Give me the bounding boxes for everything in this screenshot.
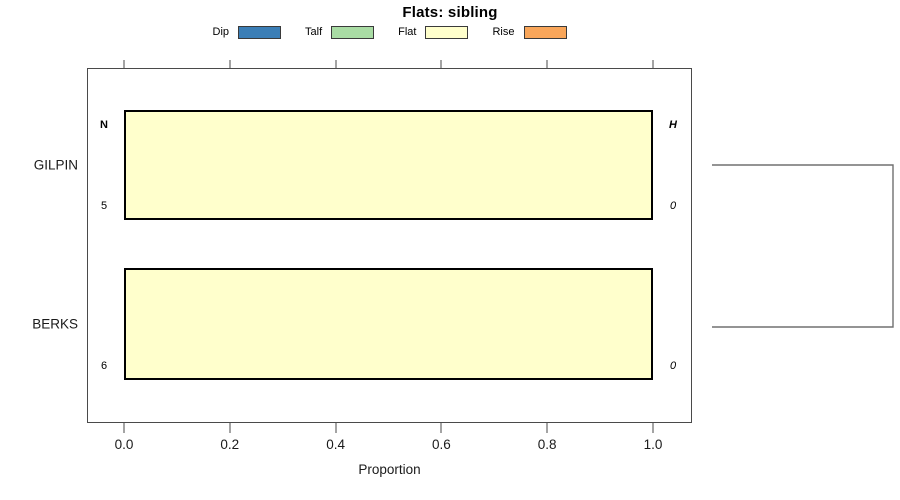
x-axis-tick-label: 0.4 [326,437,345,452]
x-axis-tick-label: 0.0 [114,437,134,452]
bar-berks [124,268,653,380]
x-axis-tick-label: 0.6 [432,437,451,452]
bar-segment-flat [126,112,651,218]
legend-label: Talf [305,26,323,38]
x-axis-tick-top [546,60,548,68]
bar-annotation-left-bottom-berks: 6 [100,360,108,372]
bar-segment-flat [126,270,651,378]
x-axis-tick-top [123,60,125,68]
bar-annotation-right-top-gilpin: H [669,119,677,131]
x-axis-title: Proportion [358,462,421,477]
x-axis-tick-top [229,60,231,68]
x-axis-tick-label: 0.8 [537,437,557,452]
x-axis-tick-bottom [123,423,125,433]
legend-label: Rise [492,26,515,38]
plot-area: N 5 H 0 6 0 [87,68,692,423]
y-axis-label-berks: BERKS [32,316,78,332]
legend-swatch-dip-icon [238,25,282,39]
bar-gilpin [124,110,653,220]
x-axis-tick-bottom [335,423,337,433]
legend-label: Dip [212,26,230,38]
y-axis-label-gilpin: GILPIN [33,157,78,173]
chart-title: Flats: sibling [402,4,498,21]
x-axis-tick-label: 0.2 [220,437,240,452]
legend-swatch-flat-icon [425,25,469,39]
chart-legend: Dip Talf Flat Rise [87,24,692,40]
x-axis-tick-bottom [440,423,442,433]
x-axis-tick-top [335,60,337,68]
legend-swatch-talf-icon [331,25,375,39]
legend-item-rise: Rise [492,25,567,39]
bar-annotation-right-bottom-berks: 0 [669,360,677,372]
legend-swatch-rise-icon [523,25,567,39]
legend-label: Flat [398,26,417,38]
x-axis-tick-top [440,60,442,68]
bar-annotation-left-top-gilpin: N [100,119,108,131]
bar-annotation-right-bottom-gilpin: 0 [669,200,677,212]
x-axis-tick-label: 1.0 [643,437,663,452]
x-axis-tick-top [652,60,654,68]
legend-item-flat: Flat [398,25,469,39]
bar-annotation-left-bottom-gilpin: 5 [100,200,108,212]
x-axis-tick-bottom [652,423,654,433]
x-axis-tick-bottom [546,423,548,433]
x-axis-tick-bottom [229,423,231,433]
legend-item-dip: Dip [212,25,282,39]
legend-item-talf: Talf [305,25,375,39]
